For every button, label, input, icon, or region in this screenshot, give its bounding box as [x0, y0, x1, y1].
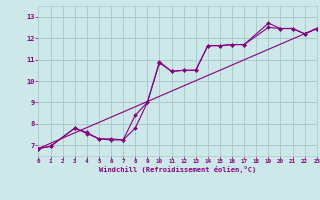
X-axis label: Windchill (Refroidissement éolien,°C): Windchill (Refroidissement éolien,°C): [99, 166, 256, 173]
